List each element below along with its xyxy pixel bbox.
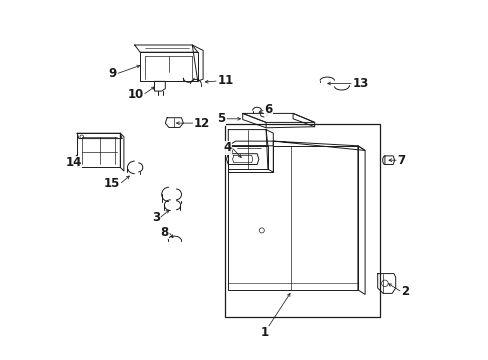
- Text: 3: 3: [151, 211, 160, 224]
- Text: 4: 4: [223, 141, 231, 154]
- Text: 14: 14: [65, 156, 81, 169]
- Text: 12: 12: [194, 117, 210, 130]
- Text: 1: 1: [260, 327, 268, 339]
- Text: 5: 5: [217, 112, 225, 125]
- Text: 8: 8: [161, 226, 168, 239]
- Text: 10: 10: [127, 88, 143, 101]
- Text: 7: 7: [397, 154, 405, 167]
- Text: 15: 15: [104, 177, 120, 190]
- Bar: [224, 124, 379, 317]
- Text: 6: 6: [264, 103, 272, 116]
- Text: 9: 9: [108, 67, 117, 80]
- Text: 2: 2: [400, 285, 408, 298]
- Text: 13: 13: [352, 77, 368, 90]
- Text: 11: 11: [217, 75, 233, 87]
